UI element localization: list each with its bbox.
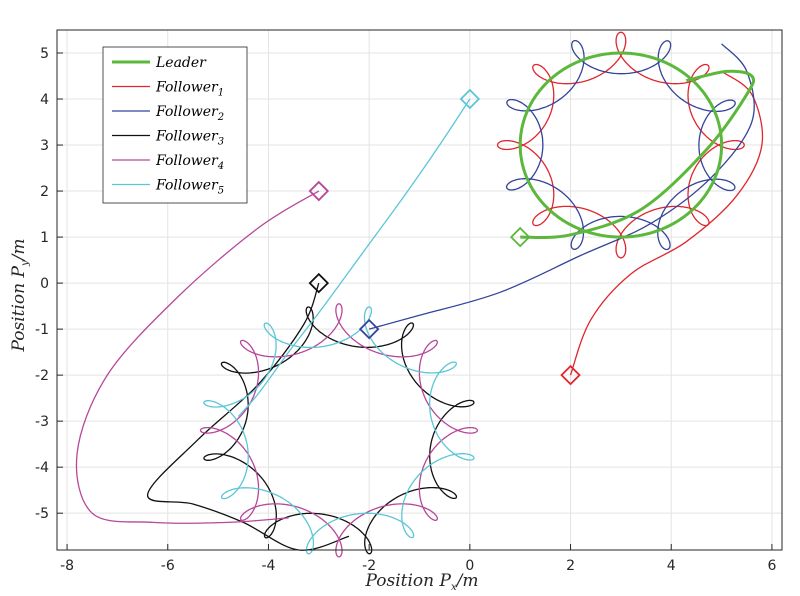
legend-entry: Follower1 [155, 80, 224, 99]
x-tick-label: -2 [362, 558, 376, 574]
series-approach-line [369, 43, 755, 330]
series-approach-line [237, 98, 471, 417]
legend-entry-name: Follower [155, 104, 219, 120]
start-marker-follower1 [560, 364, 581, 386]
y-tick-label: -4 [35, 460, 49, 476]
y-tick-label: 0 [40, 276, 49, 292]
plot-frame [56, 29, 783, 551]
legend-entry-name: Leader [155, 55, 207, 71]
series-orbit-line [203, 306, 475, 555]
legend-entry: Follower4 [155, 153, 224, 172]
legend-entry: Follower5 [155, 178, 224, 197]
series-layer [75, 31, 764, 558]
legend-entry-name: Follower [155, 178, 219, 194]
start-marker-follower5 [459, 88, 481, 110]
y-tick-label: 4 [40, 92, 49, 108]
x-axis-label-unit: /m [455, 571, 479, 591]
legend: LeaderFollower1Follower2Follower3Followe… [102, 46, 248, 204]
legend-entry-name: Follower [155, 153, 219, 169]
y-tick-label: -1 [35, 322, 49, 338]
series-approach-line [146, 282, 350, 551]
y-tick-label: 3 [40, 138, 49, 154]
series-orbit-line [505, 39, 736, 251]
y-tick-label: 2 [40, 184, 49, 200]
y-tick-label: -3 [35, 414, 49, 430]
y-tick-label: -2 [35, 368, 49, 384]
series-orbit-line [199, 303, 479, 558]
x-axis-label-sub: x [451, 582, 457, 593]
start-marker-follower2 [358, 318, 380, 340]
x-axis-label-text: Position P [365, 571, 452, 591]
legend-entry-sub: 3 [218, 137, 224, 148]
y-axis-label-sub: y [20, 260, 31, 267]
legend-entry-name: Follower [155, 129, 219, 145]
y-axis-label: Position Py/m [9, 239, 31, 353]
legend-entry: Leader [155, 55, 207, 71]
x-tick-label: -4 [261, 558, 275, 574]
x-tick-label: -8 [60, 558, 74, 574]
y-axis-label-unit: /m [9, 239, 29, 263]
series-follower4 [75, 190, 479, 558]
y-tick-label: 1 [40, 230, 49, 246]
series-follower1 [496, 31, 764, 376]
legend-box [102, 46, 248, 204]
y-tick-label: 5 [40, 46, 49, 62]
start-marker-follower3 [308, 272, 330, 294]
legend-entry-sub: 2 [217, 112, 224, 123]
legend-entry-name: Follower [155, 80, 219, 96]
x-tick-label: 6 [767, 558, 776, 574]
y-tick-label: -5 [35, 506, 49, 522]
series-follower2 [369, 39, 755, 330]
series-follower5 [203, 98, 475, 555]
x-tick-label: -6 [161, 558, 175, 574]
legend-entry-sub: 5 [218, 186, 224, 197]
start-marker-leader [509, 226, 531, 248]
legend-entry: Follower3 [155, 129, 224, 148]
series-orbit-line [203, 306, 475, 555]
start-marker-follower4 [308, 180, 330, 202]
x-tick-label: 0 [465, 558, 474, 574]
legend-entry-sub: 4 [217, 161, 224, 172]
x-axis-label: Position Px/m [365, 571, 479, 593]
series-approach-line [75, 190, 320, 524]
legend-entry: Follower2 [155, 104, 224, 123]
x-tick-label: 4 [667, 558, 676, 574]
series-orbit-line [496, 31, 745, 259]
x-tick-label: 2 [566, 558, 575, 574]
series-orbit-line [518, 51, 724, 239]
legend-entry-sub: 1 [218, 88, 224, 99]
start-markers [308, 88, 581, 386]
grid-lines [57, 30, 782, 550]
series-leader [518, 51, 756, 240]
tick-labels: -8 -6 -4 -2 0 2 4 6 -5 -4 -3 -2 -1 0 1 2 3 4 5 [35, 46, 776, 574]
y-axis-label-text: Position P [9, 265, 29, 352]
series-follower3 [146, 282, 475, 555]
series-approach-line [520, 69, 756, 240]
